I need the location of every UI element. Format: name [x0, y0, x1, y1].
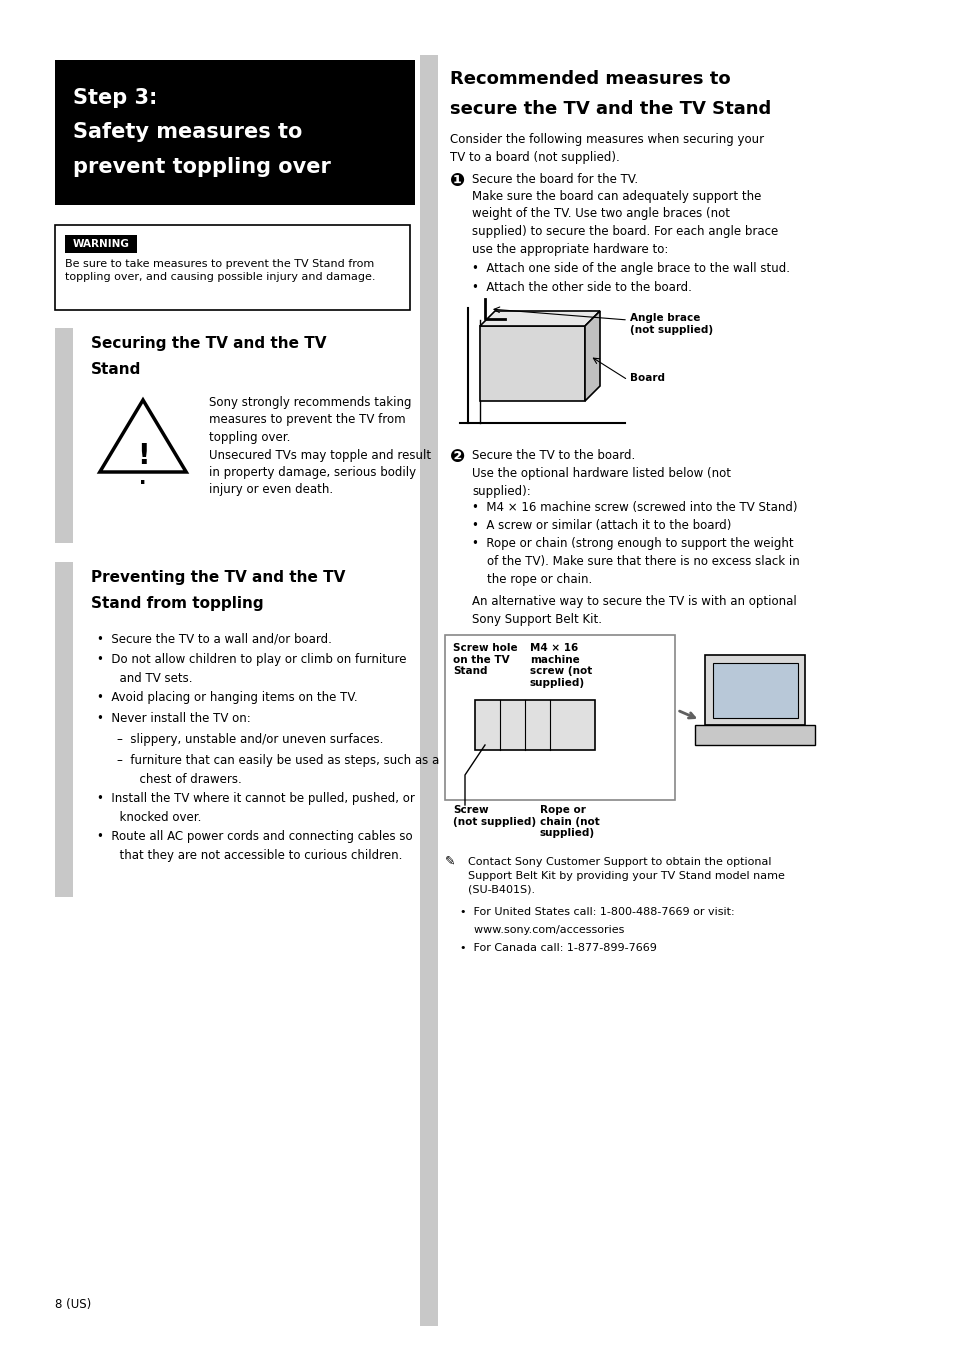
Text: secure the TV and the TV Stand: secure the TV and the TV Stand	[450, 100, 770, 118]
Text: ✎: ✎	[444, 855, 455, 867]
Text: chest of drawers.: chest of drawers.	[117, 773, 241, 786]
Text: Be sure to take measures to prevent the TV Stand from
toppling over, and causing: Be sure to take measures to prevent the …	[65, 259, 375, 282]
Text: Use the optional hardware listed below (not
supplied):: Use the optional hardware listed below (…	[472, 467, 730, 497]
Text: •  Never install the TV on:: • Never install the TV on:	[97, 712, 251, 725]
Text: •  A screw or similar (attach it to the board): • A screw or similar (attach it to the b…	[472, 519, 731, 532]
Text: Sony strongly recommends taking
measures to prevent the TV from
toppling over.
U: Sony strongly recommends taking measures…	[209, 396, 431, 497]
Text: –  furniture that can easily be used as steps, such as a: – furniture that can easily be used as s…	[117, 754, 438, 767]
Text: Board: Board	[629, 373, 664, 382]
Text: Secure the board for the TV.: Secure the board for the TV.	[472, 173, 638, 186]
Text: and TV sets.: and TV sets.	[97, 671, 193, 685]
Text: Secure the TV to the board.: Secure the TV to the board.	[472, 449, 635, 462]
Text: •  Avoid placing or hanging items on the TV.: • Avoid placing or hanging items on the …	[97, 690, 357, 704]
Text: of the TV). Make sure that there is no excess slack in: of the TV). Make sure that there is no e…	[472, 555, 799, 567]
Text: Consider the following measures when securing your
TV to a board (not supplied).: Consider the following measures when sec…	[450, 132, 763, 163]
Text: !: !	[136, 442, 150, 470]
FancyBboxPatch shape	[444, 635, 675, 800]
Text: the rope or chain.: the rope or chain.	[472, 573, 592, 586]
Text: Stand: Stand	[91, 362, 141, 377]
Text: Make sure the board can adequately support the
weight of the TV. Use two angle b: Make sure the board can adequately suppo…	[472, 190, 778, 255]
Text: •  For United States call: 1-800-488-7669 or visit:: • For United States call: 1-800-488-7669…	[459, 907, 734, 917]
Text: 8 (US): 8 (US)	[55, 1298, 91, 1310]
Text: •  Attach one side of the angle brace to the wall stud.: • Attach one side of the angle brace to …	[472, 262, 789, 276]
Text: WARNING: WARNING	[72, 239, 130, 249]
FancyBboxPatch shape	[55, 562, 73, 897]
Text: Screw hole
on the TV
Stand: Screw hole on the TV Stand	[453, 643, 517, 677]
Text: •  M4 × 16 machine screw (screwed into the TV Stand): • M4 × 16 machine screw (screwed into th…	[472, 501, 797, 513]
Text: ❷: ❷	[450, 449, 465, 466]
Polygon shape	[100, 400, 186, 471]
FancyBboxPatch shape	[55, 226, 410, 309]
FancyBboxPatch shape	[55, 59, 415, 205]
Text: •  For Canada call: 1-877-899-7669: • For Canada call: 1-877-899-7669	[459, 943, 657, 952]
FancyBboxPatch shape	[55, 328, 73, 543]
Text: •  Do not allow children to play or climb on furniture: • Do not allow children to play or climb…	[97, 653, 406, 666]
Text: knocked over.: knocked over.	[97, 811, 201, 824]
Text: Step 3:: Step 3:	[73, 88, 157, 108]
Text: M4 × 16
machine
screw (not
supplied): M4 × 16 machine screw (not supplied)	[530, 643, 592, 688]
Text: Recommended measures to: Recommended measures to	[450, 70, 730, 88]
Text: Preventing the TV and the TV: Preventing the TV and the TV	[91, 570, 345, 585]
FancyBboxPatch shape	[419, 55, 437, 1325]
FancyBboxPatch shape	[479, 326, 584, 401]
Text: Rope or
chain (not
supplied): Rope or chain (not supplied)	[539, 805, 599, 838]
Text: ❶: ❶	[450, 172, 465, 190]
Text: prevent toppling over: prevent toppling over	[73, 157, 331, 177]
Text: Contact Sony Customer Support to obtain the optional
Support Belt Kit by providi: Contact Sony Customer Support to obtain …	[468, 857, 784, 894]
Polygon shape	[584, 311, 599, 401]
Text: •  Install the TV where it cannot be pulled, pushed, or: • Install the TV where it cannot be pull…	[97, 792, 415, 805]
FancyBboxPatch shape	[695, 725, 814, 744]
Text: •  Rope or chain (strong enough to support the weight: • Rope or chain (strong enough to suppor…	[472, 536, 793, 550]
Text: Stand from toppling: Stand from toppling	[91, 596, 263, 611]
Text: that they are not accessible to curious children.: that they are not accessible to curious …	[97, 848, 402, 862]
Text: .: .	[139, 469, 147, 488]
Polygon shape	[479, 311, 599, 326]
FancyBboxPatch shape	[704, 655, 804, 725]
Text: An alternative way to secure the TV is with an optional
Sony Support Belt Kit.: An alternative way to secure the TV is w…	[472, 594, 796, 626]
Text: –  slippery, unstable and/or uneven surfaces.: – slippery, unstable and/or uneven surfa…	[117, 734, 383, 746]
Text: Screw
(not supplied): Screw (not supplied)	[453, 805, 536, 827]
FancyBboxPatch shape	[65, 235, 137, 253]
Text: •  Secure the TV to a wall and/or board.: • Secure the TV to a wall and/or board.	[97, 632, 332, 644]
FancyBboxPatch shape	[475, 700, 595, 750]
FancyBboxPatch shape	[712, 663, 797, 717]
Text: •  Attach the other side to the board.: • Attach the other side to the board.	[472, 281, 691, 295]
Text: Securing the TV and the TV: Securing the TV and the TV	[91, 336, 326, 351]
Text: www.sony.com/accessories: www.sony.com/accessories	[459, 925, 623, 935]
Text: Angle brace
(not supplied): Angle brace (not supplied)	[629, 313, 713, 335]
Text: •  Route all AC power cords and connecting cables so: • Route all AC power cords and connectin…	[97, 830, 413, 843]
Text: Safety measures to: Safety measures to	[73, 122, 302, 142]
